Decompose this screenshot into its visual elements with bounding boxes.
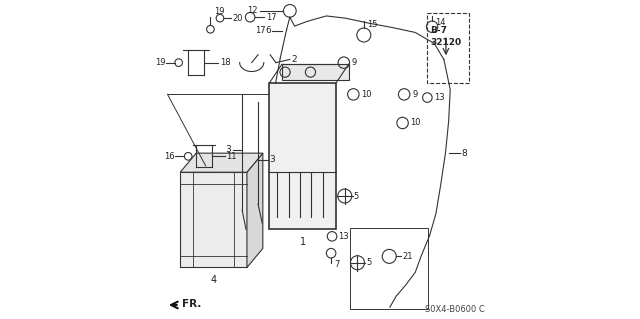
Text: 9: 9 (412, 90, 417, 99)
Text: 4: 4 (211, 275, 217, 285)
Text: 19: 19 (214, 7, 224, 16)
Text: FR.: FR. (182, 299, 201, 309)
Bar (269, 83, 336, 229)
Text: 17: 17 (266, 13, 276, 22)
Text: 2: 2 (291, 55, 297, 64)
Text: 15: 15 (367, 20, 378, 29)
Text: 14: 14 (435, 19, 446, 27)
Text: 10: 10 (410, 118, 421, 128)
Text: 13: 13 (339, 232, 349, 241)
Bar (282, 64, 349, 80)
Text: B-7: B-7 (430, 26, 447, 35)
Text: 7: 7 (334, 260, 340, 269)
Text: 3: 3 (225, 145, 231, 154)
Text: 19: 19 (155, 58, 166, 67)
Polygon shape (247, 153, 263, 268)
Text: 1: 1 (300, 237, 305, 247)
Text: 16: 16 (164, 152, 175, 161)
Polygon shape (180, 153, 263, 172)
Text: 20: 20 (233, 14, 243, 23)
Text: 11: 11 (227, 152, 237, 161)
Text: 8: 8 (461, 149, 467, 158)
Text: 3: 3 (269, 155, 275, 164)
Text: 9: 9 (352, 58, 357, 67)
Text: 10: 10 (362, 90, 372, 99)
Bar (428, 13, 468, 83)
Text: 5: 5 (366, 258, 372, 267)
Text: 21: 21 (403, 252, 413, 261)
Text: 5: 5 (354, 191, 359, 201)
Bar (350, 228, 428, 309)
Text: 12: 12 (248, 6, 258, 15)
Text: 6: 6 (265, 26, 271, 35)
Text: S0X4-B0600 C: S0X4-B0600 C (425, 305, 484, 314)
Text: 17: 17 (255, 26, 266, 35)
Text: 32120: 32120 (430, 38, 461, 48)
Bar (180, 172, 247, 268)
Text: 13: 13 (434, 93, 444, 102)
Text: 18: 18 (220, 58, 230, 67)
